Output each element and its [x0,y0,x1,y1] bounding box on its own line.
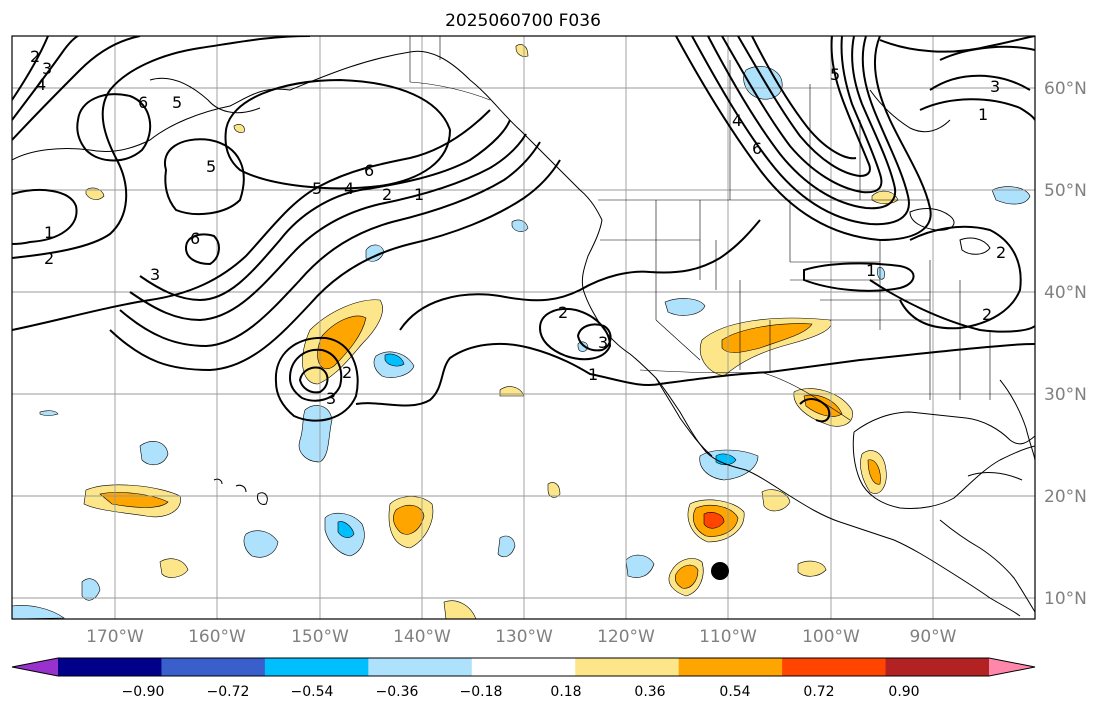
contour-label: 3 [326,389,336,408]
contour-label: 1 [588,365,598,384]
lon-label: 100°W [802,627,860,647]
contour-label: 5 [172,93,182,112]
colorbar-segment [58,658,162,676]
height-contours [12,36,1035,423]
lon-label: 160°W [188,627,246,647]
colorbar-tick-label: 0.36 [634,684,665,700]
colorbar [11,657,1036,677]
contour-label: 1 [978,105,988,124]
colorbar-segment [678,658,783,676]
graticule [12,36,1035,619]
lat-label: 30°N [1044,385,1087,405]
contour-label: 4 [732,111,742,130]
contour-label: 5 [206,157,216,176]
colorbar-tick-label: −0.36 [376,684,419,700]
colorbar-tick-label: −0.18 [460,684,503,700]
colorbar-tick-label: 0.72 [803,684,834,700]
contour-label: 6 [364,161,374,180]
colorbar-tick-label: 0.54 [719,684,750,700]
colorbar-segment [264,658,369,676]
lon-label: 120°W [597,627,655,647]
contour-label: 4 [344,179,354,198]
map-background [12,36,1035,619]
contour-label: 3 [150,265,160,284]
contour-label: 1 [44,223,54,242]
colorbar-tick-label: −0.54 [291,684,334,700]
contour-label: 5 [830,65,840,84]
lat-label: 10°N [1044,589,1087,609]
contour-label: 2 [996,243,1006,262]
contour-label: 1 [414,185,424,204]
contour-label: 6 [190,229,200,248]
contour-label: 2 [30,47,40,66]
colorbar-tick-label: −0.90 [122,684,165,700]
map-frame [11,35,1036,620]
colorbar-segment [782,658,887,676]
latitude-labels: 60°N 50°N 40°N 30°N 20°N 10°N [1044,79,1087,609]
contour-label: 2 [44,249,54,268]
lon-label: 130°W [495,627,553,647]
contour-label: 6 [138,93,148,112]
positive-anomaly-shading [83,44,899,619]
lon-label: 140°W [393,627,451,647]
colorbar-tick-label: −0.72 [207,684,250,700]
longitude-labels: 170°W 160°W 150°W 140°W 130°W 120°W 110°… [86,627,957,647]
lon-label: 90°W [910,627,957,647]
contour-label: 3 [598,333,608,352]
colorbar-outline [11,657,1036,677]
lat-label: 60°N [1044,79,1087,99]
contour-labels: 2 3 4 1 2 6 5 5 6 3 5 4 2 1 6 2 3 2 3 1 … [30,47,1006,408]
lat-label: 20°N [1044,487,1087,507]
colorbar-extend-max [989,658,1035,676]
colorbar-tick-label: 0.18 [550,684,581,700]
storm-center-dot [711,562,729,580]
colorbar-segment [471,658,576,676]
contour-label: 5 [312,179,322,198]
colorbar-segment [575,658,680,676]
lon-label: 150°W [291,627,349,647]
contour-label: 6 [752,139,762,158]
negative-anomaly-shading [12,66,1031,619]
contour-label: 2 [382,185,392,204]
contour-label: 2 [342,363,352,382]
colorbar-segment [368,658,473,676]
contour-label: 2 [982,305,992,324]
map-title: 2025060700 F036 [445,11,601,31]
lat-label: 40°N [1044,283,1087,303]
lat-label: 50°N [1044,181,1087,201]
contour-label: 1 [866,261,876,280]
lon-label: 110°W [699,627,757,647]
colorbar-extend-min [12,658,58,676]
contour-label: 3 [990,77,1000,96]
contour-label: 4 [36,75,46,94]
colorbar-segment [161,658,266,676]
colorbar-tick-label: 0.90 [888,684,919,700]
colorbar-segment [885,658,990,676]
lon-label: 170°W [86,627,144,647]
contour-label: 2 [558,303,568,322]
coastlines [12,50,1035,617]
colorbar-ticks: −0.90 −0.72 −0.54 −0.36 −0.18 0.18 0.36 … [122,684,920,700]
map-content: 2 3 4 1 2 6 5 5 6 3 5 4 2 1 6 2 3 2 3 1 … [12,36,1035,619]
contour-label: 3 [42,59,52,78]
